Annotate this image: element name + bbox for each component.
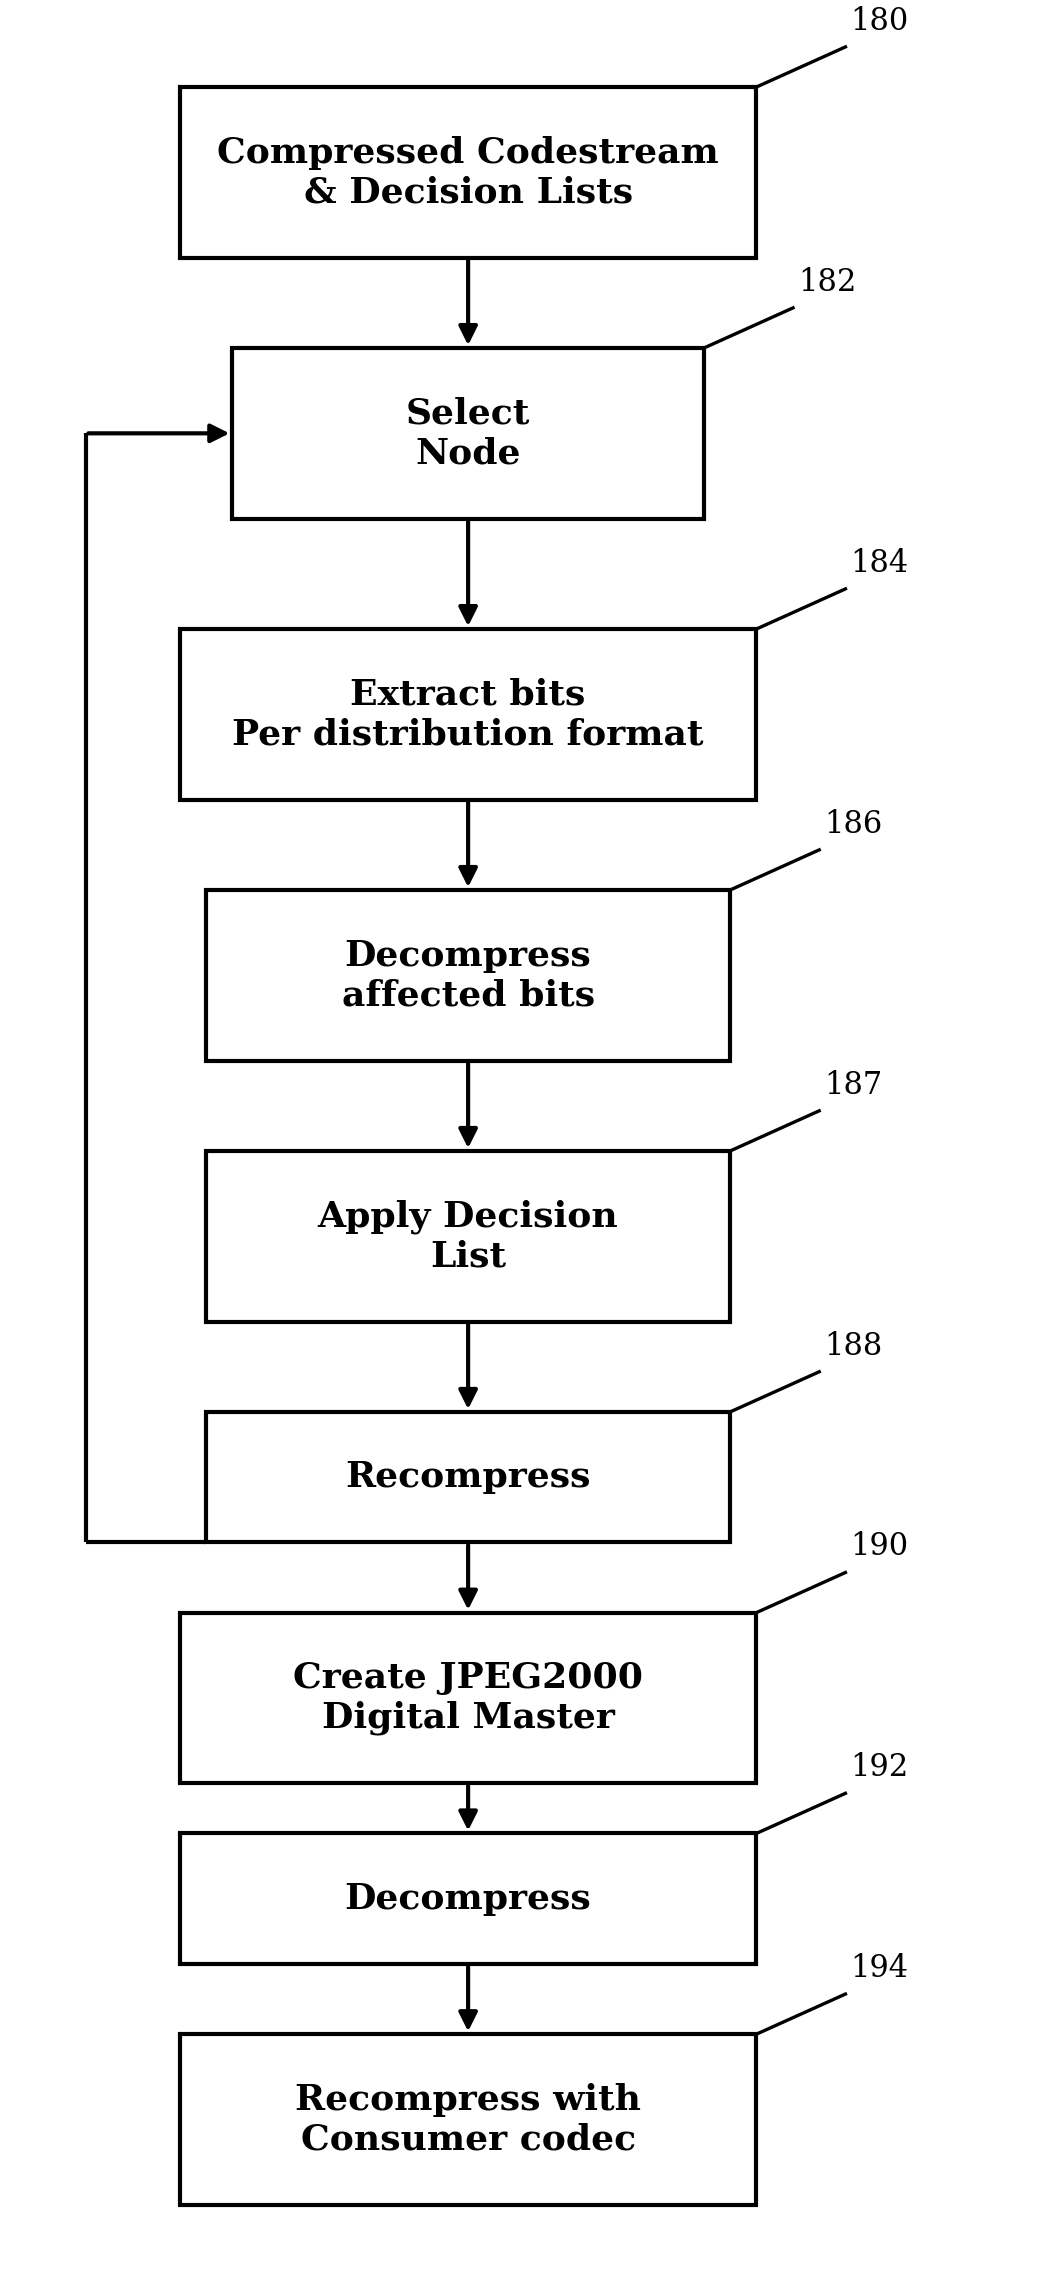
Text: 184: 184 [851, 549, 909, 578]
Text: Recompress with
Consumer codec: Recompress with Consumer codec [295, 2083, 641, 2156]
Bar [179, 1833, 756, 1965]
Bar [179, 1612, 756, 1783]
Text: 186: 186 [824, 808, 883, 840]
Text: 182: 182 [799, 266, 857, 298]
Text: Decompress
affected bits: Decompress affected bits [342, 938, 595, 1011]
Text: Apply Decision
List: Apply Decision List [318, 1200, 618, 1273]
Text: 190: 190 [851, 1532, 909, 1562]
Bar [206, 1150, 731, 1321]
Bar [233, 348, 704, 519]
Text: 188: 188 [824, 1330, 883, 1362]
Text: Create JPEG2000
Digital Master: Create JPEG2000 Digital Master [293, 1660, 644, 1735]
Text: 187: 187 [824, 1070, 883, 1100]
Bar [179, 628, 756, 799]
Text: Extract bits
Per distribution format: Extract bits Per distribution format [233, 679, 704, 751]
Text: 194: 194 [851, 1954, 909, 1983]
Text: Recompress: Recompress [345, 1460, 590, 1494]
Bar [179, 2033, 756, 2204]
Text: Compressed Codestream
& Decision Lists: Compressed Codestream & Decision Lists [218, 137, 719, 209]
Text: Select
Node: Select Node [406, 396, 530, 469]
Bar [206, 1412, 731, 1542]
Text: 192: 192 [851, 1753, 909, 1783]
Bar [179, 87, 756, 257]
Bar [206, 890, 731, 1061]
Text: Decompress: Decompress [345, 1881, 592, 1915]
Text: 180: 180 [851, 7, 909, 36]
